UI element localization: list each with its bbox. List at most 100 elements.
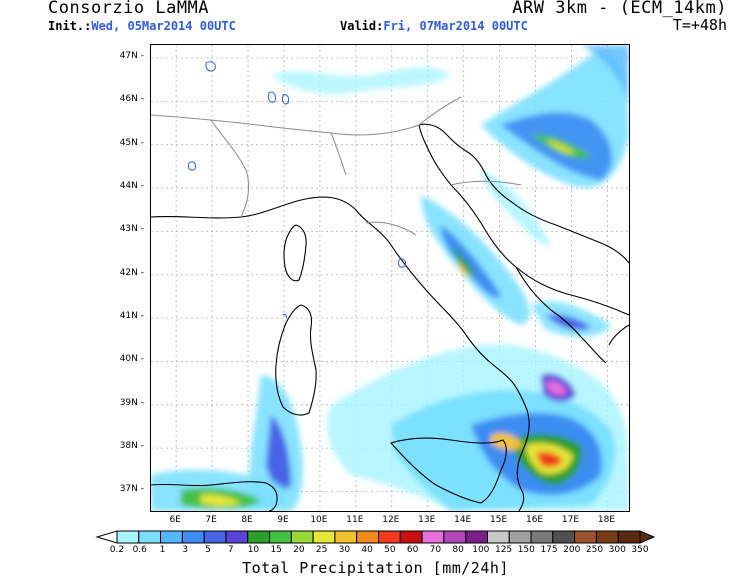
precip-area-alps [271, 67, 451, 95]
legend-swatch [552, 530, 576, 544]
color-legend [95, 530, 656, 544]
legend-swatch [334, 530, 358, 544]
legend-value-label: 300 [608, 545, 626, 555]
legend-value-label: 10 [247, 545, 260, 555]
legend-swatch [203, 530, 227, 544]
legend-value-label: 150 [517, 545, 535, 555]
init-time: Init.:Wed, 05Mar2014 00UTC [48, 19, 236, 33]
legend-swatch [574, 530, 597, 544]
country-borders [151, 96, 522, 236]
lon-label: 6E [169, 515, 181, 525]
valid-value: Fri, 07Mar2014 00UTC [383, 19, 528, 33]
lat-label: 45N - [119, 137, 144, 148]
init-label: Init.: [48, 19, 92, 33]
legend-swatch [356, 530, 380, 544]
lat-label: 43N - [119, 224, 144, 235]
precipitation-field [151, 45, 629, 511]
lon-label: 7E [205, 515, 217, 525]
legend-swatch [312, 530, 336, 544]
lon-label: 10E [310, 515, 328, 525]
legend-value-label: 1 [159, 545, 166, 555]
legend-value-label: 60 [406, 545, 419, 555]
legend-value-label: 350 [631, 545, 649, 555]
legend-value-label: 20 [293, 545, 305, 555]
model-title: ARW 3km - (ECM_14km) [512, 0, 727, 18]
lat-label: 38N - [119, 441, 144, 452]
lon-label: 12E [382, 515, 400, 525]
lon-label: 14E [454, 515, 472, 525]
legend-arrow-low [95, 530, 118, 544]
lat-label: 46N - [119, 94, 144, 105]
legend-value-label: 0.6 [132, 545, 147, 555]
coast-corsica [283, 224, 307, 282]
lon-label: 16E [525, 515, 544, 525]
legend-swatch [138, 530, 162, 544]
legend-arrow-high [639, 530, 656, 544]
coast-istria [418, 123, 629, 264]
lon-label: 9E [277, 515, 289, 525]
lat-label: 37N - [119, 484, 144, 495]
legend-swatch [160, 530, 183, 544]
legend-value-label: 175 [540, 545, 558, 555]
legend-value-label: 7 [227, 545, 234, 555]
valid-time: Valid:Fri, 07Mar2014 00UTC [340, 19, 528, 33]
legend-swatch [617, 530, 641, 544]
legend-value-label: 30 [338, 545, 351, 555]
legend-swatch [290, 530, 314, 544]
legend-swatch [181, 530, 205, 544]
legend-value-label: 80 [452, 545, 464, 555]
legend-swatch [530, 530, 554, 544]
legend-value-label: 50 [384, 545, 396, 555]
coastlines [151, 123, 629, 511]
legend-value-label: 125 [494, 545, 513, 555]
legend-value-label: 250 [585, 545, 604, 555]
legend-swatch [225, 530, 249, 544]
coast-heel [515, 266, 607, 364]
legend-value-label: 5 [205, 545, 211, 555]
legend-value-label: 3 [182, 545, 189, 555]
lat-label: 39N - [119, 397, 144, 408]
legend-value-label: 15 [270, 545, 282, 555]
lon-label: 11E [346, 515, 364, 525]
lon-label: 15E [490, 515, 508, 525]
lakes [188, 61, 406, 319]
legend-title: Total Precipitation [mm/24h] [242, 559, 509, 577]
legend-value-label: 200 [563, 545, 581, 555]
coast-sardinia [275, 304, 317, 416]
coast-albania [608, 324, 629, 346]
legend-swatch [378, 530, 401, 544]
legend-value-label: 25 [315, 545, 328, 555]
legend-swatch [595, 530, 619, 544]
legend-swatch [443, 530, 467, 544]
coast-adriatic [418, 124, 629, 316]
lon-label: 18E [597, 515, 615, 525]
legend-swatch [486, 530, 510, 544]
legend-value-label: 100 [472, 545, 490, 555]
lat-label: 42N - [119, 267, 144, 278]
map-canvas [151, 45, 629, 511]
lat-label: 44N - [119, 181, 144, 192]
lon-label: 8E [241, 515, 253, 525]
legend-swatch [247, 530, 271, 544]
lon-label: 13E [418, 515, 436, 525]
init-value: Wed, 05Mar2014 00UTC [91, 19, 236, 33]
lat-label: 47N - [119, 51, 144, 61]
legend-swatch [399, 530, 423, 544]
lat-label: 40N - [119, 354, 144, 365]
legend-value-label: 70 [429, 545, 442, 555]
legend-value-label: 0.2 [109, 545, 125, 555]
legend-swatch [508, 530, 532, 544]
coast-italy [151, 196, 530, 511]
precipitation-map [150, 44, 630, 512]
legend-value-label: 40 [361, 545, 373, 555]
coast-tunisia [151, 481, 278, 511]
coast-sicily [390, 437, 507, 504]
valid-label: Valid: [340, 19, 384, 33]
legend-swatch [116, 530, 140, 544]
legend-swatch [421, 530, 445, 544]
lon-label: 17E [561, 515, 580, 525]
forecast-step: T=+48h [672, 16, 727, 34]
organization-title: Consorzio LaMMA [48, 0, 210, 18]
legend-swatch [269, 530, 292, 544]
lat-label: 41N - [119, 311, 144, 322]
